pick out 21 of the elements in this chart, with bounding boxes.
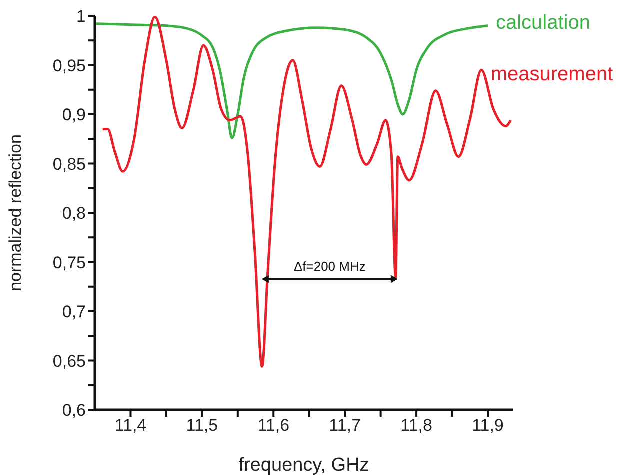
line-series — [95, 22, 490, 140]
y-axis-title: normalized reflection — [6, 134, 26, 292]
y-tick-label: 0,75 — [52, 253, 86, 272]
x-tick-label: 11,6 — [258, 416, 290, 436]
y-tick-label: 0,6 — [62, 401, 86, 420]
x-tick-label: 11,8 — [400, 416, 432, 436]
x-axis-title: frequency, GHz — [238, 455, 370, 475]
series-label: calculation — [496, 12, 591, 34]
y-tick-label: 0,95 — [52, 56, 86, 76]
x-tick-label: 11,4 — [114, 416, 147, 436]
x-tick-label: 11,7 — [329, 416, 361, 436]
y-tick-label: 1 — [76, 7, 86, 26]
series-label: measurement — [490, 63, 614, 86]
y-tick-label: 0,9 — [62, 106, 86, 125]
annotation: Δf=200 MHz — [294, 259, 366, 274]
y-tick-label: 0,7 — [62, 302, 86, 322]
y-tick-label: 0,85 — [52, 154, 86, 174]
y-tick-label: 0,8 — [62, 204, 86, 224]
x-tick-label: 11,9 — [472, 416, 504, 436]
x-tick-label: 11,5 — [186, 416, 218, 436]
y-tick-label: 0,65 — [52, 352, 86, 371]
